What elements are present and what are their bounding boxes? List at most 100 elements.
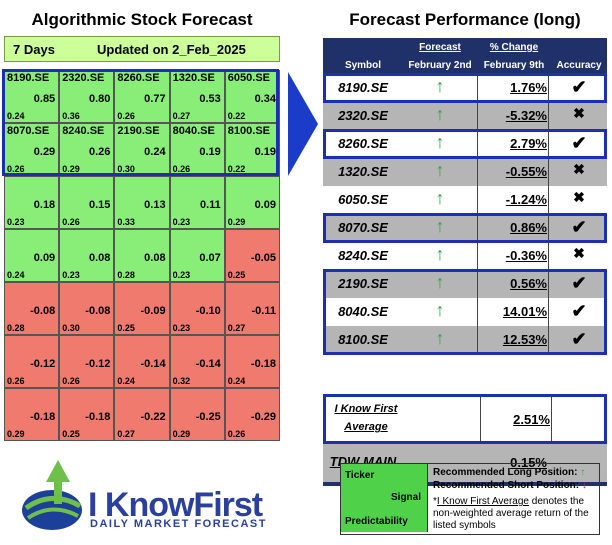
cell-signal: -0.14 [195, 358, 221, 370]
heatmap-cell: -0.22 0.27 [114, 388, 170, 441]
accurate-row-highlight [323, 213, 607, 243]
check-icon: ✔ [571, 301, 587, 321]
cell-signal: 0.08 [144, 252, 166, 264]
cell-predictability: 0.33 [117, 217, 135, 227]
row-symbol: 6050.SE [338, 192, 388, 207]
legend-box: Ticker Signal Predictability Recommended… [340, 463, 600, 535]
cell-predictability: 0.22 [227, 164, 246, 174]
heatmap-cell: 8040.SE 0.19 0.26 [169, 123, 225, 176]
heatmap-cell: 0.09 0.24 [4, 229, 60, 282]
row-symbol: 8100.SE [338, 332, 388, 347]
cell-predictability: 0.28 [117, 270, 135, 280]
top-signals-highlight [2, 69, 279, 176]
arrow-right-icon [288, 72, 318, 176]
legend-ticker: Ticker [345, 470, 375, 481]
cell-predictability: 0.26 [117, 111, 135, 121]
cell-predictability: 0.27 [227, 323, 246, 333]
cell-signal: 0.26 [88, 146, 111, 158]
cell-predictability: 0.36 [62, 111, 80, 121]
cell-signal: -0.18 [30, 411, 56, 423]
cell-signal: -0.14 [140, 358, 166, 370]
accurate-row-highlight [323, 269, 607, 355]
row-change: -0.55% [505, 164, 547, 179]
legend-long: Recommended Long Position: ↑ [433, 467, 585, 478]
cell-signal: -0.10 [195, 305, 221, 317]
header-forecast-date: February 2nd [408, 60, 472, 71]
heatmap-cell: 0.15 0.26 [59, 176, 115, 229]
heatmap-cell: -0.05 0.25 [224, 229, 280, 282]
heatmap-cell: 0.18 0.23 [4, 176, 60, 229]
header-change-date: February 9th [483, 60, 545, 71]
up-arrow-icon: ↑ [435, 244, 445, 264]
heatmap-cell: -0.11 0.27 [224, 282, 280, 335]
cell-signal: -0.12 [85, 358, 111, 370]
legend-note: *I Know First Average denotes the non-we… [433, 496, 593, 532]
legend-signal: Signal [391, 492, 422, 503]
heatmap-cell: 0.11 0.23 [169, 176, 225, 229]
cell-signal: 0.29 [33, 146, 56, 158]
cell-ticker: 8070.SE [7, 125, 50, 137]
heatmap-cell: -0.08 0.28 [4, 282, 60, 335]
heatmap-cell: -0.12 0.26 [59, 335, 115, 388]
heatmap-cell: 1320.SE 0.53 0.27 [169, 70, 225, 123]
average-value: 2.51% [513, 412, 550, 427]
check-icon: ✔ [571, 77, 587, 97]
cell-signal: 0.09 [33, 252, 56, 264]
cross-icon: ✖ [573, 245, 585, 261]
heatmap-cell: -0.25 0.29 [169, 388, 225, 441]
horizon-label: 7 Days [13, 42, 55, 57]
cell-predictability: 0.28 [7, 323, 25, 333]
cell-ticker: 8240.SE [62, 125, 105, 137]
up-arrow-icon: ↑ [435, 188, 445, 208]
performance-row: 8260.SE ↑ 2.79% ✔ [323, 130, 607, 158]
cell-ticker: 8190.SE [7, 72, 50, 84]
cell-signal: -0.08 [85, 305, 111, 317]
row-symbol: 2320.SE [338, 108, 388, 123]
cell-predictability: 0.30 [117, 164, 135, 174]
cell-predictability: 0.23 [62, 270, 80, 280]
cell-signal: 0.34 [254, 93, 276, 105]
table-footer-bar [323, 482, 607, 486]
row-change: -5.32% [505, 108, 547, 123]
up-arrow-icon: ↑ [435, 216, 445, 236]
legend-note-rest: denotes the non-weighted average return … [433, 496, 589, 531]
row-symbol: 8190.SE [338, 80, 388, 95]
heatmap-cell: 8100.SE 0.19 0.22 [224, 123, 280, 176]
cell-ticker: 2320.SE [62, 72, 105, 84]
cell-signal: 0.85 [33, 93, 56, 105]
row-symbol: 8260.SE [338, 136, 388, 151]
heatmap-cell: 2190.SE 0.24 0.30 [114, 123, 170, 176]
row-symbol: 8070.SE [338, 220, 388, 235]
cell-predictability: 0.27 [117, 429, 135, 439]
cell-signal: -0.05 [250, 252, 276, 264]
up-arrow-icon: ↑ [435, 104, 445, 124]
row-change: -1.24% [505, 192, 547, 207]
performance-row: 2320.SE ↑ -5.32% ✖ [323, 102, 607, 130]
heatmap-cell: -0.18 0.25 [59, 388, 115, 441]
row-change: 1.76% [510, 80, 547, 95]
heatmap-cell: -0.29 0.26 [224, 388, 280, 441]
cell-signal: 0.80 [88, 93, 111, 105]
heatmap-cell: 0.07 0.23 [169, 229, 225, 282]
row-change: -0.36% [505, 248, 547, 263]
heatmap-cell: 8260.SE 0.77 0.26 [114, 70, 170, 123]
heatmap-cell: -0.18 0.29 [4, 388, 60, 441]
up-arrow-icon: ↑ [435, 272, 445, 292]
cell-predictability: 0.32 [172, 376, 191, 386]
legend-note-star: * [433, 496, 437, 507]
cell-predictability: 0.24 [117, 376, 135, 386]
table-header: Symbol Forecast February 2nd % Change Fe… [323, 38, 607, 74]
heatmap-cell: -0.18 0.24 [224, 335, 280, 388]
row-symbol: 8040.SE [338, 304, 388, 319]
accurate-row-highlight [323, 129, 607, 159]
cell-predictability: 0.26 [7, 376, 25, 386]
legend-cell-sample: Ticker Signal Predictability [341, 464, 428, 532]
heatmap-cell: 0.09 0.29 [224, 176, 280, 229]
performance-row: 8040.SE ↑ 14.01% ✔ [323, 298, 607, 326]
cell-signal: -0.08 [30, 305, 56, 317]
cell-signal: 0.15 [88, 199, 111, 211]
cell-signal: 0.77 [144, 93, 166, 105]
heatmap-cell: -0.10 0.23 [169, 282, 225, 335]
heatmap-cell: 0.08 0.23 [59, 229, 115, 282]
performance-row: 8190.SE ↑ 1.76% ✔ [323, 74, 607, 102]
